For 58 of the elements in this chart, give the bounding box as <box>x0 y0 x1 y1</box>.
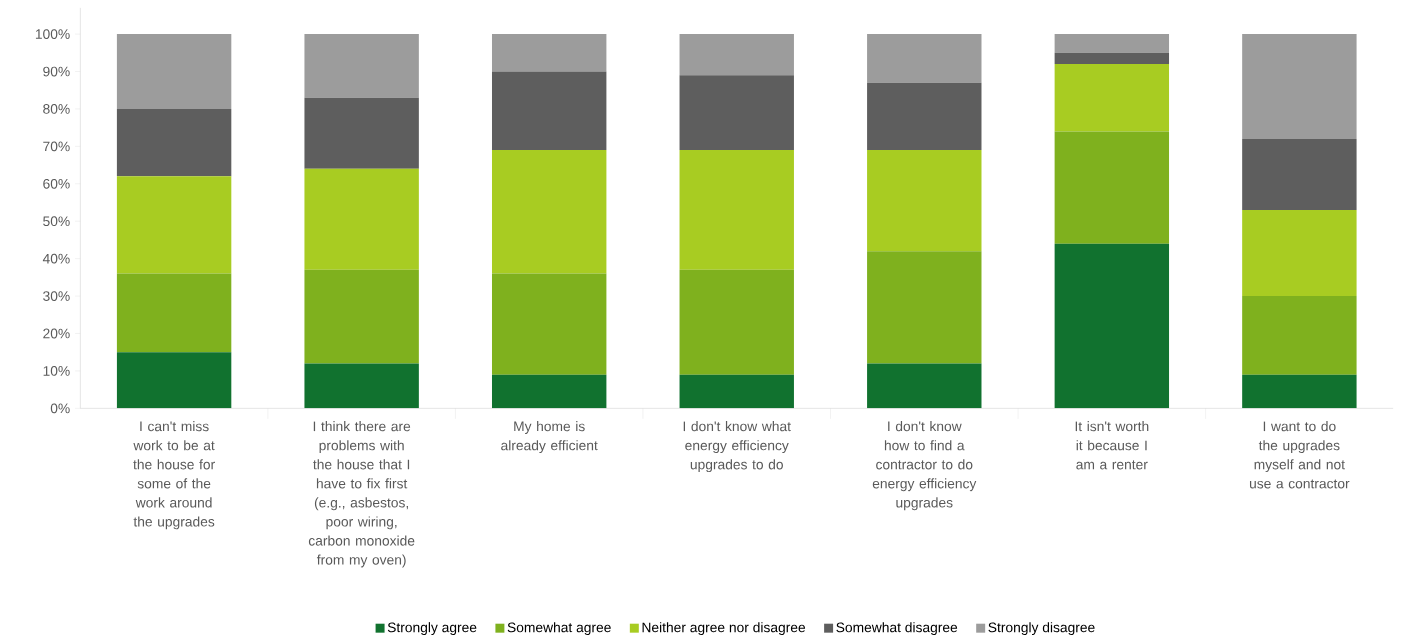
bar <box>1054 243 1170 409</box>
bar <box>867 363 982 409</box>
bar <box>1242 374 1357 409</box>
bar <box>867 251 982 364</box>
x-tick-label: I want to do the upgrades myself and not use a contractor <box>1249 421 1350 489</box>
bar <box>116 352 232 409</box>
bar <box>116 108 232 177</box>
legend-label: Somewhat agree <box>507 622 611 635</box>
bar <box>1242 34 1357 139</box>
y-tick-label: 80% <box>43 104 70 114</box>
bar <box>304 168 419 270</box>
bar <box>679 269 794 375</box>
bar <box>491 34 607 72</box>
bar <box>679 75 794 151</box>
bar <box>116 176 232 274</box>
bar <box>679 374 794 409</box>
bar <box>304 97 419 169</box>
bar <box>491 150 607 274</box>
y-tick-label: 30% <box>43 291 70 301</box>
bar <box>304 269 419 364</box>
x-tick-label: It isn't worth it because I am a renter <box>1075 421 1149 470</box>
bar <box>1054 34 1170 53</box>
bar <box>679 34 794 76</box>
y-tick-label: 100% <box>35 29 70 39</box>
bar <box>867 34 982 83</box>
x-tick-label: My home is already efficient <box>501 421 598 453</box>
bar <box>1242 138 1357 210</box>
legend-label: Somewhat disagree <box>836 622 958 635</box>
x-tick-label: I don't know what energy efficiency upgrades to do <box>683 421 791 473</box>
y-tick-label: 40% <box>42 253 70 264</box>
bar <box>491 71 607 151</box>
bar <box>1242 209 1357 297</box>
y-tick-label: 50% <box>43 216 70 227</box>
bar <box>116 273 232 353</box>
bar <box>1054 131 1170 244</box>
y-tick-label: 10% <box>43 365 70 376</box>
bar <box>1242 296 1357 375</box>
legend-label: Strongly agree <box>387 622 477 635</box>
legend-label: Neither agree nor disagree <box>642 622 806 635</box>
bar <box>1054 52 1170 64</box>
legend-label: Strongly disagree <box>988 622 1095 635</box>
bar <box>679 150 794 270</box>
x-tick-label: I think there are problems with the house that I have to fix first (e.g., asbestos, poor wiring, carbon monoxide from my oven) <box>308 421 415 568</box>
y-tick-label: 20% <box>43 328 70 339</box>
bar <box>304 34 419 98</box>
x-tick-label: I can't miss work to be at the house for some of the work around the upgrades <box>133 421 215 530</box>
y-tick-label: 90% <box>43 66 70 77</box>
bar <box>491 374 607 409</box>
y-tick-label: 60% <box>43 178 70 189</box>
bar <box>867 150 982 252</box>
bar <box>1054 63 1170 132</box>
y-tick-label: 70% <box>43 141 70 152</box>
x-tick-label: I don't know how to find a contractor to do energy efficiency upgrades <box>872 421 977 511</box>
bar <box>491 273 607 375</box>
bar <box>304 363 419 409</box>
bar <box>867 82 982 151</box>
bar <box>116 34 232 109</box>
y-tick-label: 0% <box>50 403 70 414</box>
